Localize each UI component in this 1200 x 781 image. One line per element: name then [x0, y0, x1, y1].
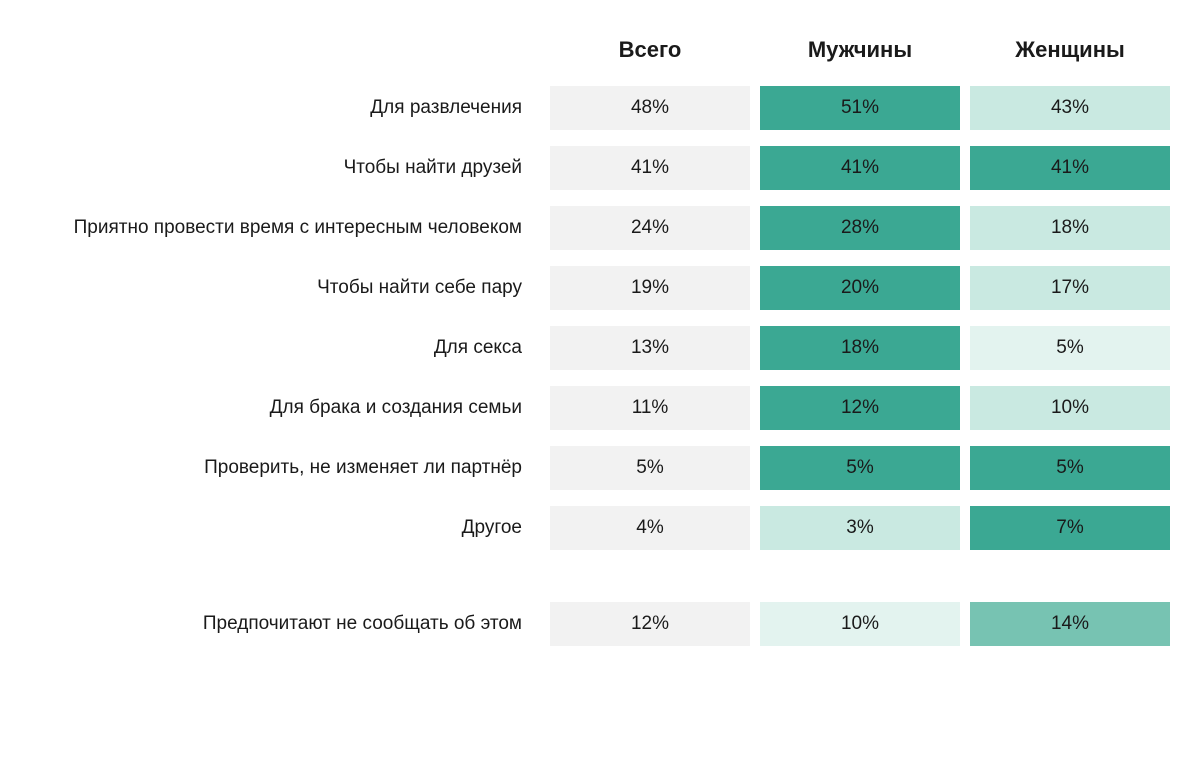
cell-women: 5%: [970, 326, 1170, 370]
cell-total: 13%: [550, 326, 750, 370]
cell-women: 10%: [970, 386, 1170, 430]
cell-women: 14%: [970, 602, 1170, 646]
column-header-women: Женщины: [970, 30, 1170, 70]
cell-total: 11%: [550, 386, 750, 430]
cell-total: 12%: [550, 602, 750, 646]
cell-men: 12%: [760, 386, 960, 430]
cell-total: 19%: [550, 266, 750, 310]
row-label: Проверить, не изменяет ли партнёр: [40, 446, 540, 490]
cell-men: 18%: [760, 326, 960, 370]
row-gap: [760, 566, 960, 586]
row-label: Предпочитают не сообщать об этом: [40, 602, 540, 646]
row-label: Для развлечения: [40, 86, 540, 130]
cell-men: 51%: [760, 86, 960, 130]
header-spacer: [40, 30, 540, 70]
row-label: Чтобы найти себе пару: [40, 266, 540, 310]
cell-men: 28%: [760, 206, 960, 250]
cell-men: 41%: [760, 146, 960, 190]
cell-total: 4%: [550, 506, 750, 550]
row-gap: [970, 566, 1170, 586]
row-label: Для брака и создания семьи: [40, 386, 540, 430]
row-label: Чтобы найти друзей: [40, 146, 540, 190]
cell-women: 7%: [970, 506, 1170, 550]
cell-total: 48%: [550, 86, 750, 130]
cell-total: 5%: [550, 446, 750, 490]
cell-women: 18%: [970, 206, 1170, 250]
cell-total: 24%: [550, 206, 750, 250]
cell-total: 41%: [550, 146, 750, 190]
cell-women: 5%: [970, 446, 1170, 490]
survey-table: Всего Мужчины Женщины Для развлечения 48…: [0, 0, 1200, 676]
cell-men: 10%: [760, 602, 960, 646]
row-gap: [40, 566, 540, 586]
cell-women: 17%: [970, 266, 1170, 310]
cell-women: 41%: [970, 146, 1170, 190]
column-header-men: Мужчины: [760, 30, 960, 70]
column-header-total: Всего: [550, 30, 750, 70]
cell-men: 3%: [760, 506, 960, 550]
row-gap: [550, 566, 750, 586]
row-label: Другое: [40, 506, 540, 550]
row-label: Для секса: [40, 326, 540, 370]
cell-men: 20%: [760, 266, 960, 310]
row-label: Приятно провести время с интересным чело…: [40, 206, 540, 250]
cell-men: 5%: [760, 446, 960, 490]
cell-women: 43%: [970, 86, 1170, 130]
